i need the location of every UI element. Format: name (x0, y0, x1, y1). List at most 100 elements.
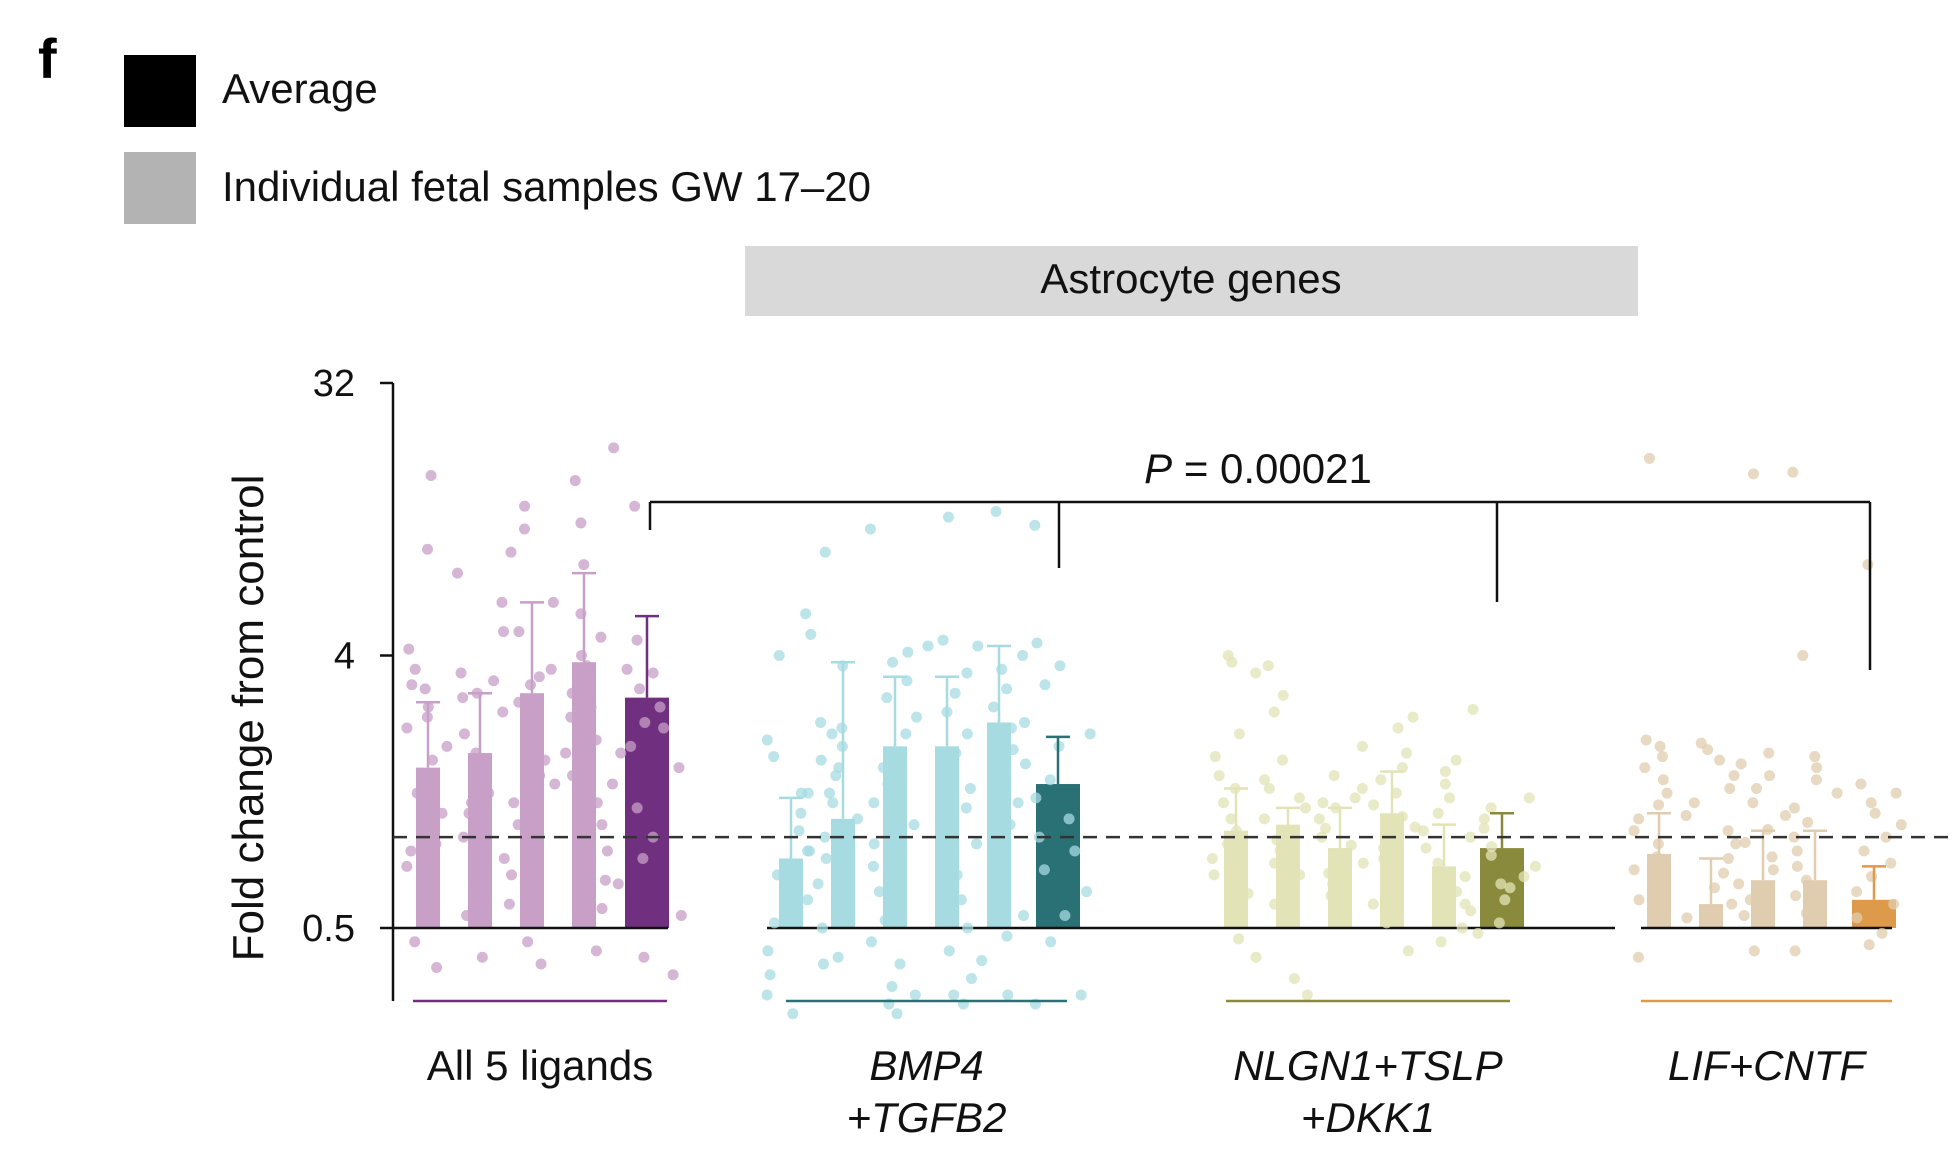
sample-point (1809, 751, 1821, 763)
sample-point (1407, 711, 1419, 723)
sample-point (547, 596, 559, 608)
sample-point (1001, 683, 1013, 695)
sample-point (937, 634, 949, 646)
sample-point (405, 845, 417, 857)
sample-point (909, 989, 921, 1001)
sample-point (1338, 848, 1350, 860)
sample-point (1657, 774, 1669, 786)
sample-point (431, 961, 443, 973)
sample-point (1450, 754, 1462, 766)
sample-point (422, 543, 434, 555)
sample-point (1018, 910, 1030, 922)
sample-point (1633, 813, 1645, 825)
sample-point (1004, 819, 1016, 831)
sample-point (1702, 744, 1714, 756)
sample-point (1659, 878, 1671, 890)
sample-point (1451, 886, 1463, 898)
group-label: +DKK1 (1301, 1094, 1435, 1141)
sample-point (816, 922, 828, 934)
sample-point (647, 667, 659, 679)
sample-point (1001, 930, 1013, 942)
sample-point (1006, 722, 1018, 734)
group-label: BMP4 (869, 1042, 983, 1089)
sample-point (1465, 831, 1477, 843)
sample-point (1763, 747, 1775, 759)
sample-point (1890, 787, 1902, 799)
sample-point (1764, 770, 1776, 782)
sample-point (1459, 871, 1471, 883)
sample-point (1294, 869, 1306, 881)
sample-point (960, 802, 972, 814)
sample-point (575, 517, 587, 529)
sample-point (591, 797, 603, 809)
sample-point (1518, 871, 1530, 883)
sample-point (768, 751, 780, 763)
sample-point (1327, 878, 1339, 890)
sample-point (1356, 740, 1368, 752)
sample-point (1432, 807, 1444, 819)
sample-point (1444, 792, 1456, 804)
sample-point (1888, 898, 1900, 910)
sample-point (962, 922, 974, 934)
legend-swatch-average (124, 55, 196, 127)
sample-point (422, 898, 434, 910)
sample-point (512, 819, 524, 831)
sample-point (1855, 778, 1867, 790)
sample-point (896, 747, 908, 759)
sample-point (820, 852, 832, 864)
sample-point (406, 679, 418, 691)
sample-point (955, 894, 967, 906)
sample-point (1439, 778, 1451, 790)
sample-point (1800, 907, 1812, 919)
sample-point (805, 628, 817, 640)
sample-point (1767, 864, 1779, 876)
sample-point (1643, 452, 1655, 464)
sample-point (1885, 857, 1897, 869)
sample-point (949, 687, 961, 699)
sample-point (545, 663, 557, 675)
sample-point (1633, 894, 1645, 906)
sample-point (1733, 878, 1745, 890)
sample-point (411, 787, 423, 799)
sample-point (864, 523, 876, 535)
sample-point (1504, 882, 1516, 894)
points-layer (401, 442, 1907, 1020)
sample-point (654, 701, 666, 713)
sample-point (1681, 912, 1693, 924)
sample-point (1263, 782, 1275, 794)
sample-point (908, 819, 920, 831)
sample-point (1831, 787, 1843, 799)
sample-point (1317, 797, 1329, 809)
sample-point (1054, 660, 1066, 672)
sample-point (426, 754, 438, 766)
sample-point (843, 898, 855, 910)
sample-point (1218, 797, 1230, 809)
sample-point (625, 740, 637, 752)
sample-point (1007, 744, 1019, 756)
sample-point (461, 910, 473, 922)
sample-point (1213, 770, 1225, 782)
sample-point (1075, 989, 1087, 1001)
sample-point (1787, 466, 1799, 478)
sample-point (868, 838, 880, 850)
sample-point (1791, 860, 1803, 872)
sample-point (522, 936, 534, 948)
sample-point (1788, 831, 1800, 843)
sample-point (1800, 874, 1812, 886)
sample-point (986, 860, 998, 872)
sample-point (951, 869, 963, 881)
sample-point (993, 762, 1005, 774)
sample-point (1038, 864, 1050, 876)
bar (1647, 853, 1671, 928)
sample-point (1288, 973, 1300, 985)
sample-point (1002, 989, 1014, 1001)
sample-point (1639, 762, 1651, 774)
sample-point (812, 878, 824, 890)
sample-point (1045, 936, 1057, 948)
sample-point (1680, 809, 1692, 821)
sample-point (1465, 905, 1477, 917)
sample-point (819, 831, 831, 843)
y-axis-label: Fold change from control (224, 475, 273, 962)
sample-point (1728, 770, 1740, 782)
